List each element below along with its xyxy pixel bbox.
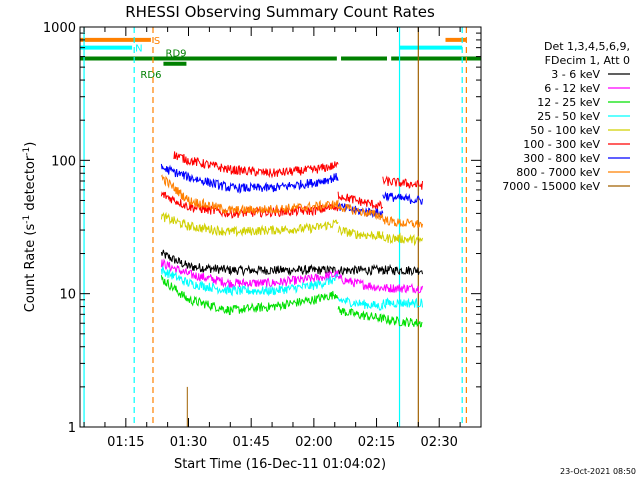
- series-line-100-300-kev: [160, 191, 339, 219]
- y-axis-ticks: 1 10 100 1000: [43, 21, 481, 436]
- y-tick-label: 100: [51, 154, 76, 169]
- series-line-25-50-kev: [382, 297, 423, 310]
- series-line-6-12-kev: [160, 258, 339, 289]
- legend-header: Det 1,3,4,5,6,9,: [544, 40, 630, 53]
- series-line-6-12-kev: [337, 273, 384, 292]
- legend: Det 1,3,4,5,6,9,FDecim 1, Att 03 - 6 keV…: [502, 40, 630, 193]
- flag-label-rd6: RD6: [140, 70, 161, 81]
- series-line-300-800-kev: [382, 191, 423, 205]
- legend-label: 12 - 25 keV: [537, 96, 600, 109]
- series-line-50-100-kev: [337, 225, 384, 241]
- flag-bars: S N RD6 RD9: [80, 36, 481, 81]
- chart-title: RHESSI Observing Summary Count Rates: [125, 3, 435, 21]
- x-tick-label: 02:30: [420, 435, 457, 450]
- series-line-3-6-kev: [160, 249, 339, 277]
- generation-timestamp: 23-Oct-2021 08:50: [560, 467, 636, 476]
- series-line-3-6-kev: [382, 263, 423, 277]
- series-line-800-7000-kev: [337, 203, 384, 221]
- flag-label-s: S: [154, 36, 160, 47]
- series-line-25-50-kev: [337, 296, 384, 311]
- series-line-50-100-kev: [160, 211, 339, 238]
- series-line-6-12-kev: [382, 283, 423, 294]
- x-axis-label: Start Time (16-Dec-11 01:04:02): [174, 457, 386, 472]
- x-tick-label: 02:00: [295, 435, 332, 450]
- series-line-50-100-kev: [382, 232, 423, 247]
- y-axis-label: Count Rate (s-1 detector-1): [22, 142, 38, 313]
- y-tick-label: 1000: [43, 21, 76, 36]
- legend-label: 50 - 100 keV: [530, 124, 600, 137]
- flag-label-n: N: [135, 44, 142, 55]
- legend-label: 6 - 12 keV: [544, 82, 600, 95]
- y-tick-label: 10: [59, 288, 76, 303]
- plot-frame: [79, 26, 482, 428]
- x-tick-label: 02:15: [358, 435, 395, 450]
- series-line-12-25-kev: [337, 306, 384, 323]
- series-line-100-300-kev: [337, 191, 384, 210]
- series-line-12-25-kev: [382, 313, 423, 328]
- legend-label: 300 - 800 keV: [523, 152, 600, 165]
- x-tick-label: 01:45: [232, 435, 269, 450]
- legend-label: 100 - 300 keV: [523, 138, 600, 151]
- x-axis-ticks: 01:15 01:30 01:45 02:00 02:15 02:30: [83, 27, 482, 450]
- series-line-800-7000-kev: [160, 174, 339, 217]
- series-lines: [160, 151, 423, 427]
- flag-label-rd9: RD9: [166, 49, 187, 60]
- y-tick-label: 1: [68, 421, 76, 436]
- legend-label: 7000 - 15000 keV: [502, 180, 600, 193]
- legend-label: 25 - 50 keV: [537, 110, 600, 123]
- series-line-100-300-kev: [173, 151, 339, 179]
- series-line-100-300-kev: [382, 175, 423, 190]
- legend-header: FDecim 1, Att 0: [545, 54, 630, 67]
- vertical-marker-lines: [83, 27, 467, 427]
- series-line-300-800-kev: [160, 163, 339, 194]
- series-line-25-50-kev: [160, 265, 339, 297]
- series-line-800-7000-kev: [382, 215, 423, 228]
- legend-label: 800 - 7000 keV: [516, 166, 600, 179]
- x-tick-label: 01:30: [170, 435, 207, 450]
- legend-label: 3 - 6 keV: [551, 68, 600, 81]
- series-line-12-25-kev: [160, 275, 339, 316]
- x-tick-label: 01:15: [107, 435, 144, 450]
- series-line-3-6-kev: [337, 263, 384, 276]
